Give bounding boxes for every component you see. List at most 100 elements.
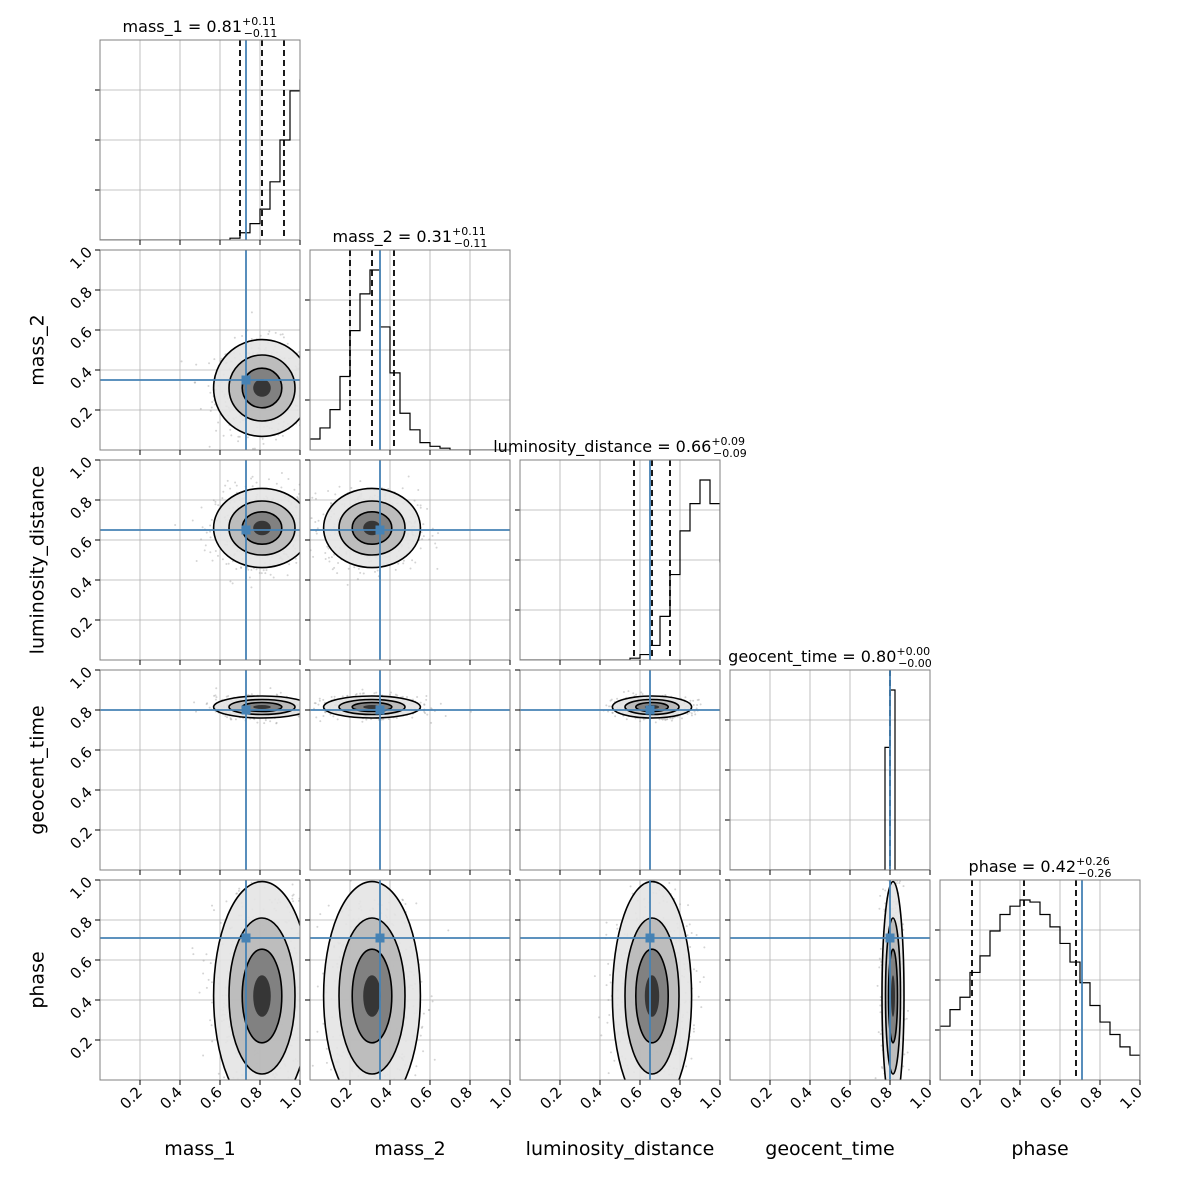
sample-point — [216, 554, 219, 557]
sample-point — [258, 571, 261, 574]
sample-point — [174, 524, 177, 527]
truth-marker — [645, 705, 655, 715]
histogram-geocent_time — [730, 689, 930, 870]
sample-point — [262, 569, 265, 572]
contour-0 — [322, 695, 422, 719]
sample-point — [359, 571, 362, 574]
sample-point — [622, 690, 625, 693]
sample-point — [684, 696, 687, 699]
sample-point — [414, 561, 417, 564]
panel-content — [100, 250, 302, 450]
sample-point — [641, 693, 644, 696]
sample-point — [180, 360, 183, 363]
y-tick-label: 0.8 — [66, 493, 96, 523]
sample-point — [286, 342, 289, 345]
sample-point — [329, 713, 332, 716]
sample-point — [205, 953, 208, 956]
density-level-3 — [253, 520, 271, 536]
sample-point — [209, 391, 212, 394]
sample-point — [205, 986, 208, 989]
sample-point — [396, 694, 399, 697]
sample-point — [324, 710, 327, 713]
sample-point — [262, 442, 265, 445]
sample-point — [419, 504, 422, 507]
sample-point — [225, 695, 228, 698]
sample-point — [300, 1056, 302, 1058]
sample-point — [300, 387, 302, 389]
sample-point — [227, 695, 230, 698]
sample-point — [419, 701, 422, 704]
sample-point — [330, 556, 333, 559]
sample-point — [237, 435, 240, 438]
sample-point — [696, 698, 699, 701]
sample-point — [219, 921, 222, 924]
contour-1 — [228, 500, 296, 556]
sample-point — [303, 541, 305, 543]
sample-point — [423, 703, 426, 706]
sample-point — [208, 706, 211, 709]
sample-point — [246, 329, 249, 332]
sample-point — [224, 484, 227, 487]
sample-point — [269, 687, 272, 690]
sample-point — [286, 1083, 288, 1085]
panel-frame — [99, 249, 301, 451]
sample-point — [210, 981, 213, 984]
sample-point — [338, 485, 341, 488]
sample-point — [301, 549, 303, 551]
sample-point — [635, 693, 638, 696]
sample-point — [252, 447, 255, 450]
density-level-3 — [253, 705, 271, 709]
sample-point — [194, 381, 197, 384]
sample-point — [402, 562, 405, 565]
sample-point — [280, 486, 283, 489]
sample-point — [252, 1121, 254, 1123]
sample-point — [341, 695, 344, 698]
sample-point — [387, 718, 390, 721]
density-level-3 — [253, 379, 271, 397]
sample-point — [614, 715, 617, 718]
sample-point — [297, 714, 300, 717]
panel-content — [100, 670, 303, 870]
sample-point — [425, 694, 428, 697]
sample-point — [258, 1129, 260, 1131]
sample-point — [306, 1093, 308, 1095]
y-tick-label: 0.6 — [66, 323, 96, 353]
sample-point — [209, 551, 212, 554]
sample-point — [401, 695, 404, 698]
sample-point — [627, 690, 630, 693]
sample-point — [365, 718, 368, 721]
sample-point — [430, 707, 433, 710]
sample-point — [319, 720, 322, 723]
sample-point — [209, 962, 212, 965]
sample-point — [247, 693, 250, 696]
contour-2 — [351, 510, 393, 545]
sample-point — [214, 500, 217, 503]
sample-point — [357, 567, 360, 570]
sample-point — [402, 559, 405, 562]
sample-point — [301, 708, 303, 710]
sample-point — [250, 477, 253, 480]
sample-point — [281, 333, 284, 336]
sample-point — [225, 900, 228, 903]
sample-point — [428, 538, 431, 541]
sample-point — [362, 572, 365, 575]
histogram-luminosity_distance — [520, 479, 720, 660]
sample-point — [689, 699, 692, 702]
sample-point — [314, 492, 317, 495]
sample-point — [397, 562, 400, 565]
sample-point — [382, 718, 385, 721]
panel-content — [310, 460, 510, 660]
y-tick-label: 1.0 — [66, 663, 96, 693]
sample-point — [426, 507, 429, 510]
y-tick-label: 0.6 — [66, 533, 96, 563]
sample-point — [435, 546, 438, 549]
sample-point — [222, 490, 225, 493]
sample-point — [233, 336, 236, 339]
sample-point — [301, 700, 303, 702]
sample-point — [205, 703, 208, 706]
sample-point — [332, 715, 335, 718]
y-tick-label: 0.2 — [66, 403, 96, 433]
panel-mass_1-phase: 0.2 0.4 0.6 0.8 1.0mass_10.20.40.60.81.0phas… — [27, 873, 308, 1160]
